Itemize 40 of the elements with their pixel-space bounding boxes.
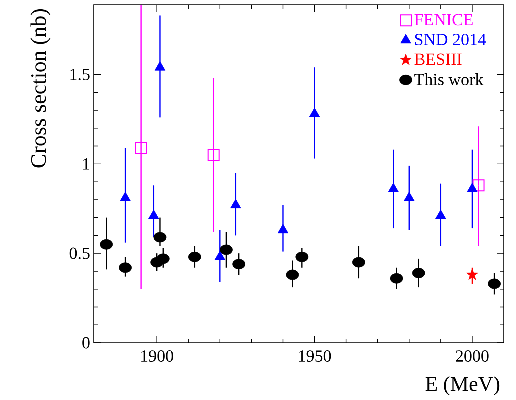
point (230, 199, 242, 208)
point (232, 259, 246, 270)
legend-label: FENICE (414, 14, 473, 26)
y-tick-label: 0 (82, 337, 90, 349)
point (100, 239, 114, 250)
legend-label: SND 2014 (415, 34, 486, 46)
point (388, 183, 400, 192)
x-axis-title: E (MeV) (426, 376, 500, 396)
y-axis-title: Cross section (nb) (30, 9, 51, 168)
point (220, 244, 233, 256)
point (286, 270, 300, 280)
y-tick-label: 1.5 (70, 69, 90, 80)
point (488, 278, 501, 290)
point (120, 192, 131, 202)
point (436, 210, 446, 220)
point (154, 232, 167, 243)
legend-label: BESIII (414, 54, 462, 66)
point (296, 252, 309, 262)
y-tick-label: 1 (83, 158, 90, 170)
point (352, 257, 366, 268)
x-tick-label: 2000 (456, 350, 489, 362)
point (208, 149, 220, 162)
point (135, 142, 148, 154)
y-tick-label: 0.5 (70, 248, 90, 260)
point (466, 268, 478, 280)
point (472, 180, 485, 192)
point (148, 210, 160, 220)
x-tick-label: 1900 (142, 350, 174, 362)
point (412, 268, 426, 278)
point (119, 262, 132, 274)
point (188, 252, 202, 262)
point (278, 224, 289, 234)
point (309, 108, 320, 118)
legend-label: This work (414, 74, 484, 86)
point (154, 61, 166, 71)
point (214, 250, 226, 260)
point (467, 183, 478, 192)
x-tick-label: 1950 (299, 350, 332, 362)
point (404, 192, 415, 202)
point (390, 273, 404, 284)
